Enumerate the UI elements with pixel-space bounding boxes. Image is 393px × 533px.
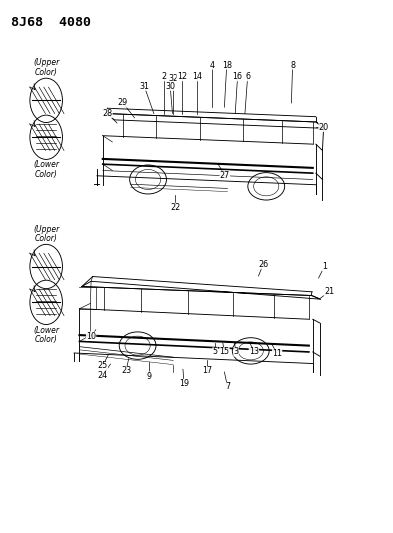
Text: 31: 31 [139,82,149,91]
Text: 23: 23 [121,366,131,375]
Text: 2: 2 [161,72,166,81]
Text: 24: 24 [98,370,108,379]
Text: 1: 1 [322,262,327,271]
Text: (Lower
Color): (Lower Color) [33,326,59,344]
Text: 14: 14 [192,72,202,81]
Text: 29: 29 [118,99,128,108]
Text: 17: 17 [202,366,212,375]
Text: 20: 20 [318,123,329,132]
Text: 15: 15 [219,348,230,357]
Text: 4: 4 [209,61,215,69]
Text: 5: 5 [213,348,218,357]
Text: 19: 19 [179,379,189,388]
Text: 12: 12 [177,72,187,81]
Text: 27: 27 [220,171,230,180]
Text: (Upper
Color): (Upper Color) [33,224,59,243]
Text: 25: 25 [97,361,108,370]
Text: 9: 9 [147,372,152,381]
Text: 8J68  4080: 8J68 4080 [11,16,90,29]
Text: 30: 30 [165,82,175,91]
Text: 21: 21 [324,287,334,296]
Text: 11: 11 [272,349,282,358]
Text: 3: 3 [233,348,239,357]
Text: 13: 13 [249,348,259,357]
Text: 28: 28 [102,109,112,118]
Text: 8: 8 [290,61,295,69]
Text: 26: 26 [258,260,268,269]
Text: 7: 7 [225,382,230,391]
Text: (Lower
Color): (Lower Color) [33,160,59,179]
Text: 16: 16 [233,72,242,81]
Text: 10: 10 [86,332,96,341]
Text: (Upper
Color): (Upper Color) [33,59,59,77]
Text: 6: 6 [245,72,250,81]
Text: 18: 18 [222,61,232,69]
Text: 22: 22 [170,203,180,212]
Text: 32: 32 [168,74,178,83]
